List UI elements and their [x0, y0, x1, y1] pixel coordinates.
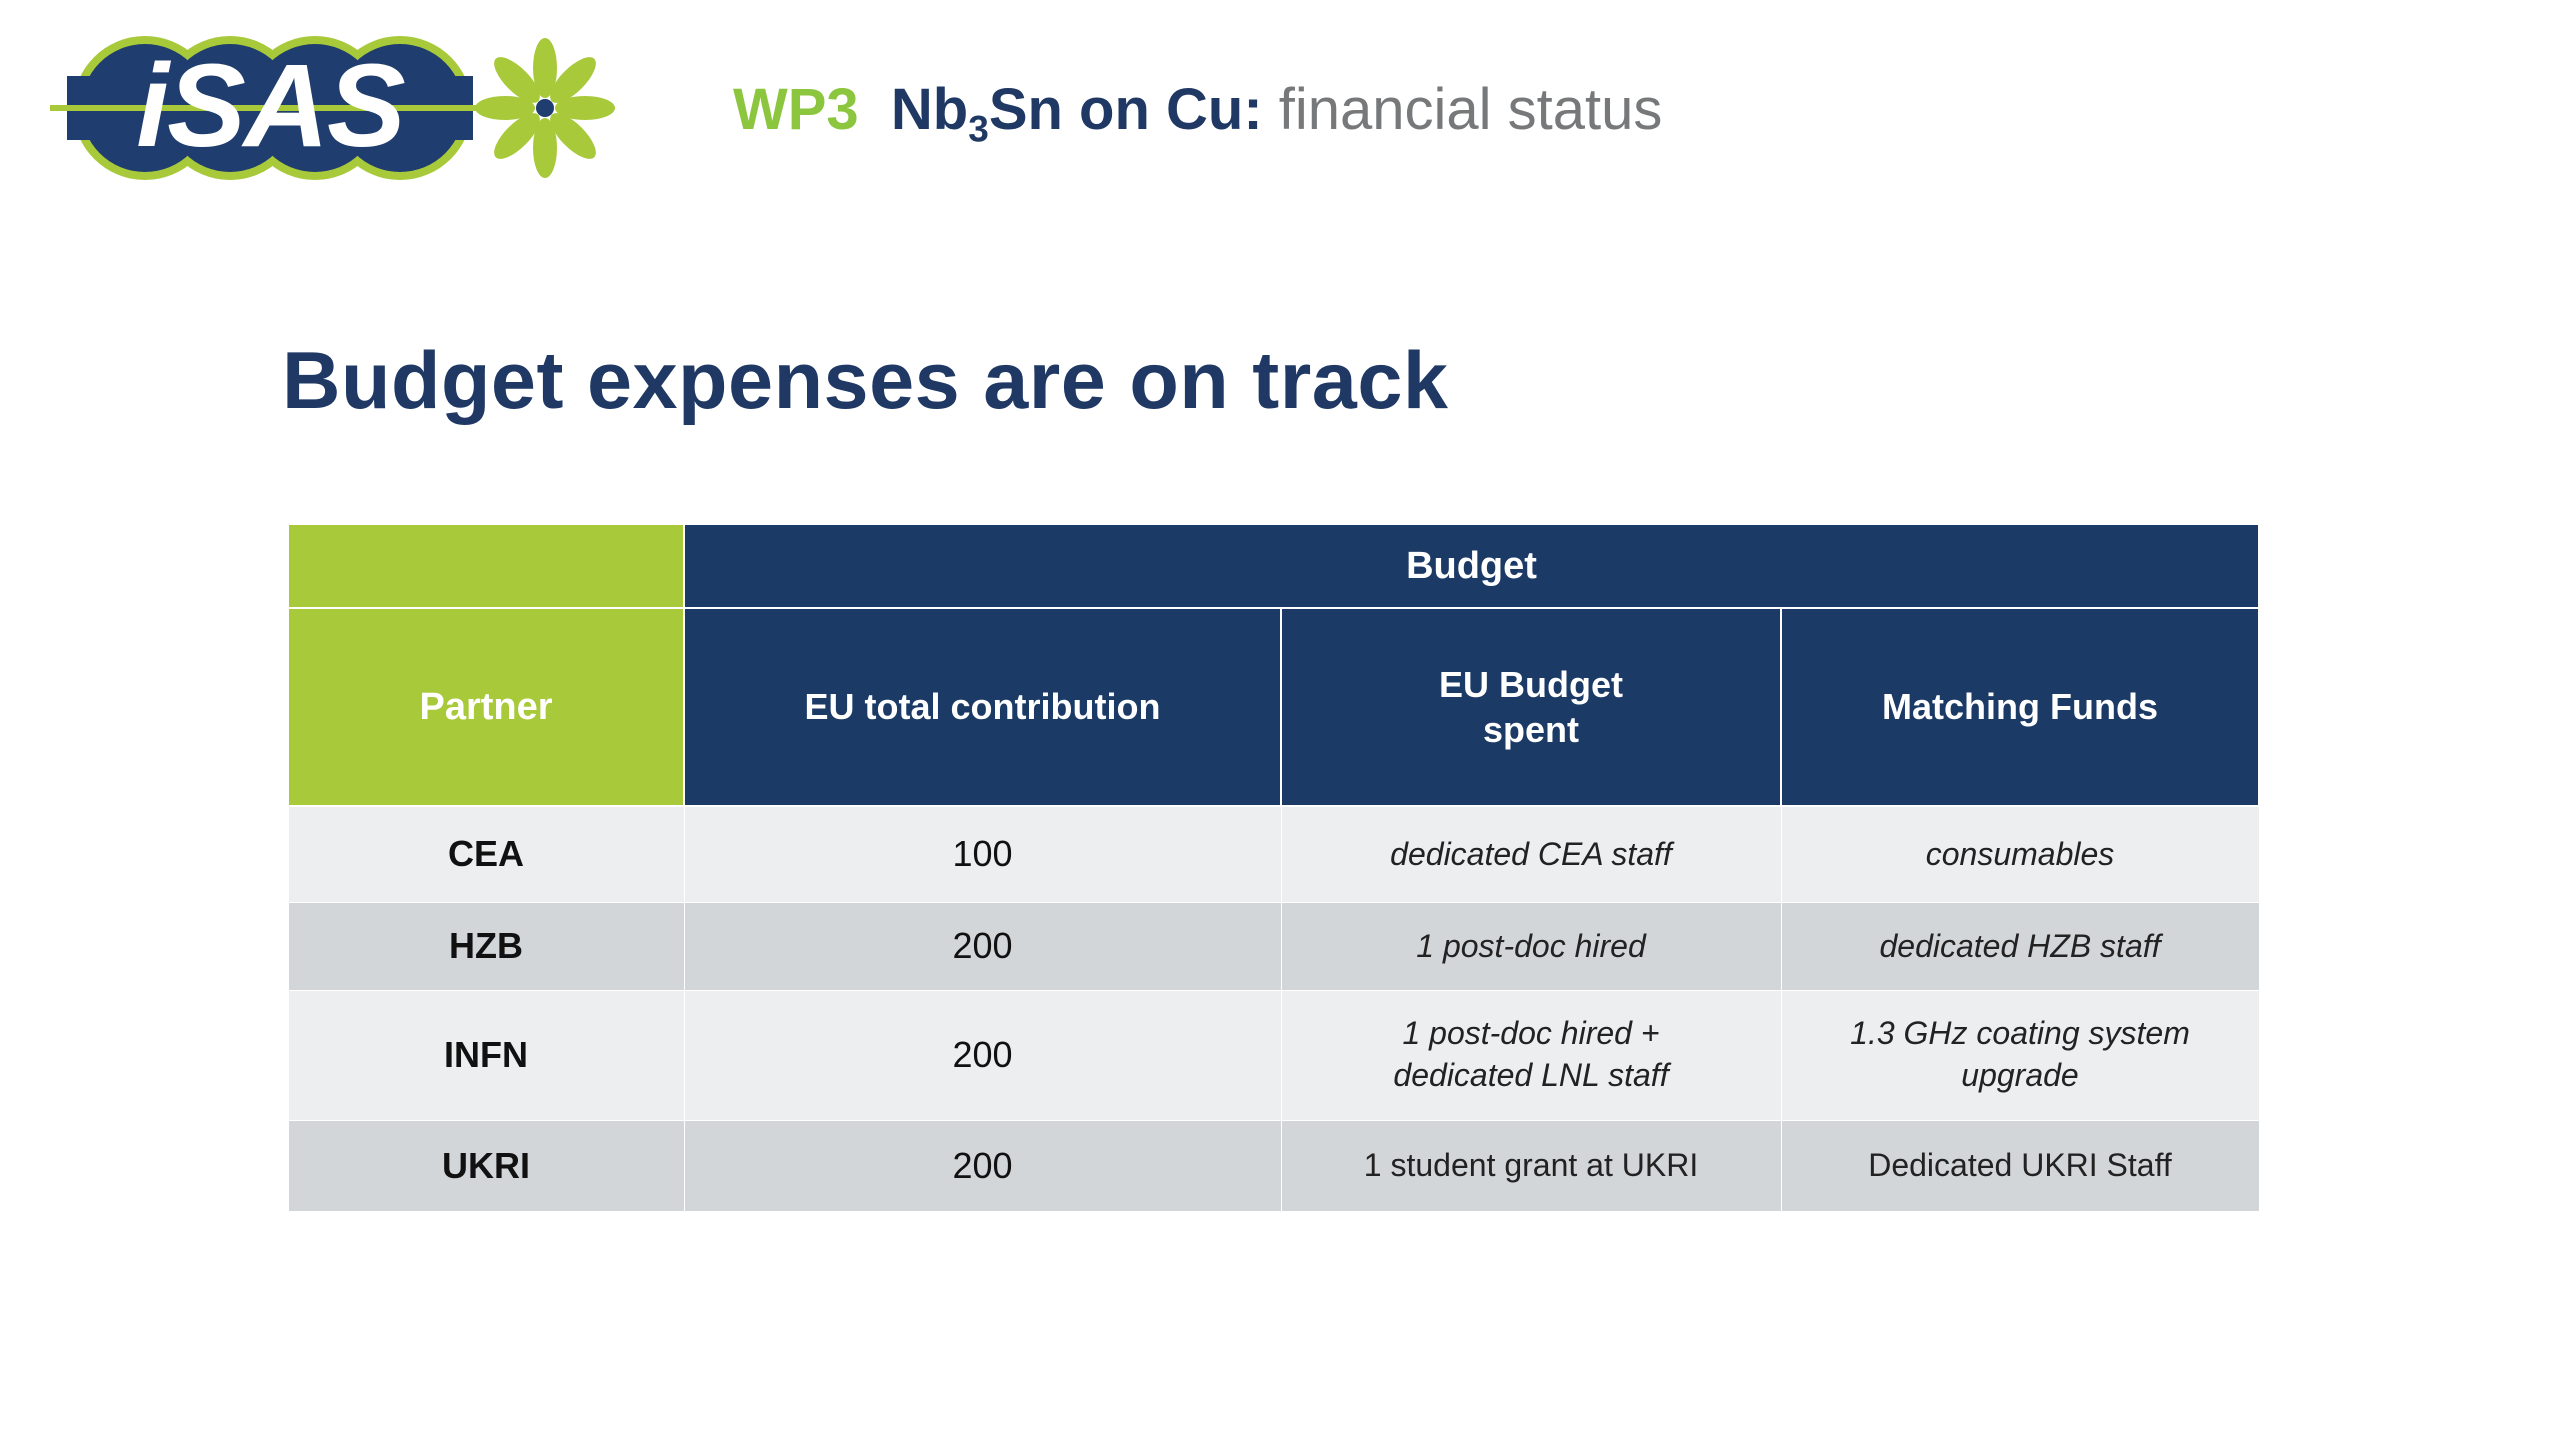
svg-text:iSAS: iSAS [136, 40, 405, 172]
